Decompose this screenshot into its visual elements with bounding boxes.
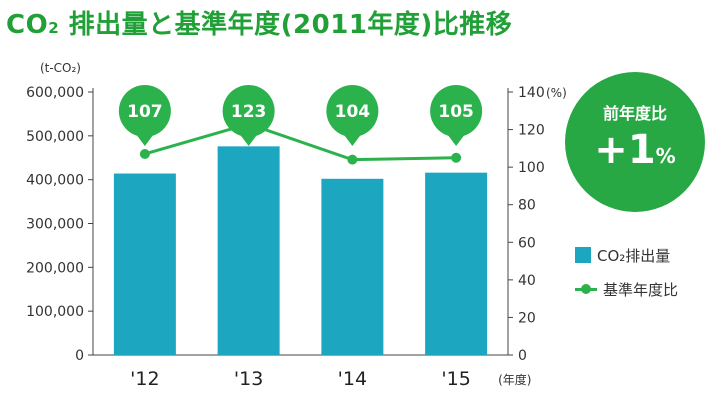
data-label-pointer	[343, 134, 362, 146]
x-tick-label: '15	[441, 368, 470, 390]
data-label: 104	[335, 102, 371, 122]
ratio-point-3	[451, 152, 462, 163]
right-tick-label: 60	[518, 235, 536, 251]
left-tick-label: 500,000	[26, 129, 84, 145]
title-subscript: 2	[48, 19, 60, 37]
legend-bar-label: CO₂排出量	[597, 246, 671, 265]
legend-item-bar: CO₂排出量	[575, 238, 678, 272]
legend-item-line: 基準年度比	[575, 272, 678, 306]
left-tick-label: 300,000	[26, 217, 84, 233]
ratio-point-0	[139, 148, 150, 159]
chart-title: CO2 排出量と基準年度(2011年度)比推移	[6, 4, 512, 41]
ratio-point-2	[347, 154, 358, 165]
x-axis-unit: (年度)	[498, 372, 531, 387]
data-label-bubble	[326, 85, 379, 137]
right-tick-label: 20	[518, 310, 536, 326]
bar-3	[425, 172, 488, 355]
data-label: 107	[127, 102, 163, 122]
bar-1	[217, 146, 280, 355]
legend-line-label: 基準年度比	[603, 280, 679, 299]
bar-0	[113, 173, 176, 355]
left-tick-label: 0	[75, 348, 84, 364]
left-axis-unit: (t-CO₂)	[40, 61, 81, 75]
data-label-pointer	[447, 134, 466, 146]
title-co: CO	[6, 10, 49, 40]
data-label: 105	[438, 102, 474, 122]
data-label-pointer	[135, 134, 154, 146]
right-tick-label: 0	[518, 348, 527, 364]
left-tick-label: 400,000	[26, 173, 84, 189]
data-label-bubble	[222, 85, 275, 137]
bar-2	[321, 178, 384, 355]
legend-bar-swatch	[575, 247, 591, 263]
right-tick-label: 120	[518, 123, 545, 139]
ratio-line	[144, 122, 457, 162]
left-tick-label: 600,000	[26, 85, 84, 101]
legend-line-swatch	[575, 281, 597, 297]
right-tick-label: 40	[518, 273, 536, 289]
yoy-badge: 前年度比 +1%	[565, 72, 705, 212]
x-tick-label: '14	[338, 368, 367, 390]
data-label-bubble	[118, 85, 171, 137]
badge-unit: %	[655, 144, 676, 168]
badge-number: +1	[594, 127, 656, 173]
title-rest: 排出量と基準年度(2011年度)比推移	[59, 10, 513, 40]
badge-value: +1%	[565, 126, 705, 180]
right-axis-unit: (%)	[546, 86, 567, 100]
left-tick-label: 200,000	[26, 260, 84, 276]
right-tick-label: 140	[518, 85, 545, 101]
x-tick-label: '12	[130, 368, 159, 390]
data-label-pointer	[239, 134, 258, 146]
data-label: 123	[231, 102, 267, 122]
badge-label: 前年度比	[602, 104, 667, 123]
right-tick-label: 100	[518, 160, 545, 176]
legend: CO₂排出量 基準年度比	[575, 238, 678, 306]
x-tick-label: '13	[234, 368, 263, 390]
left-tick-label: 100,000	[26, 304, 84, 320]
data-label-bubble	[430, 85, 483, 137]
right-tick-label: 80	[518, 198, 536, 214]
